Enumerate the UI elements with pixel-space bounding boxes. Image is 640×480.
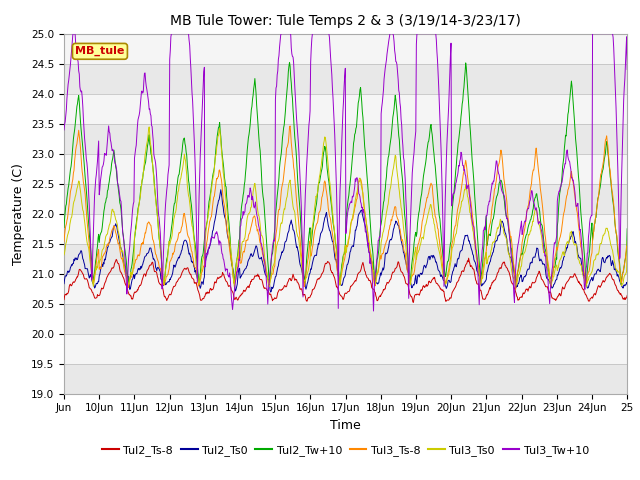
Line: Tul3_Ts0: Tul3_Ts0 xyxy=(64,127,627,287)
Tul2_Ts0 xyxy=(87,274,95,279)
Bar xyxy=(64,214,627,243)
Tul3_Ts-8 xyxy=(164,268,172,274)
Tul3_Tw+10 xyxy=(393,62,401,68)
Tul3_Ts-8 xyxy=(87,262,95,267)
Title: MB Tule Tower: Tule Temps 2 & 3 (3/19/14-3/23/17): MB Tule Tower: Tule Temps 2 & 3 (3/19/14… xyxy=(170,14,521,28)
Tul2_Ts0 xyxy=(164,279,172,285)
Tul3_Ts0 xyxy=(392,163,400,168)
Tul3_Ts0 xyxy=(605,233,613,239)
Tul2_Ts0 xyxy=(623,280,631,286)
Tul3_Ts-8 xyxy=(60,239,68,245)
Tul2_Ts-8 xyxy=(392,265,399,271)
Tul2_Tw+10 xyxy=(582,282,590,288)
Bar xyxy=(64,183,627,214)
Bar xyxy=(64,303,627,334)
Bar xyxy=(64,123,627,154)
Bar xyxy=(64,154,627,183)
Tul3_Ts0 xyxy=(582,284,590,290)
Tul3_Tw+10 xyxy=(165,162,173,168)
Tul3_Tw+10 xyxy=(605,31,613,36)
Tul3_Ts-8 xyxy=(605,158,613,164)
Tul3_Ts0 xyxy=(165,238,173,244)
Tul3_Ts0 xyxy=(294,234,302,240)
Tul2_Ts-8 xyxy=(87,287,95,292)
Tul2_Tw+10 xyxy=(164,243,172,249)
Y-axis label: Temperature (C): Temperature (C) xyxy=(12,163,26,264)
Tul2_Ts-8 xyxy=(623,292,631,298)
Bar xyxy=(64,274,627,303)
Tul2_Ts-8 xyxy=(164,293,172,299)
Tul3_Ts-8 xyxy=(596,176,604,182)
Tul3_Ts0 xyxy=(596,241,604,247)
Tul3_Ts-8 xyxy=(623,243,631,249)
Tul2_Tw+10 xyxy=(605,162,613,168)
Tul2_Ts-8 xyxy=(294,279,301,285)
Tul2_Ts0 xyxy=(295,254,303,260)
Line: Tul3_Ts-8: Tul3_Ts-8 xyxy=(64,126,627,289)
Tul2_Ts0 xyxy=(60,281,68,287)
Line: Tul2_Ts-8: Tul2_Ts-8 xyxy=(64,258,627,302)
Bar xyxy=(64,243,627,274)
Tul2_Ts0 xyxy=(605,252,613,258)
Tul2_Ts-8 xyxy=(605,272,613,277)
Bar xyxy=(64,94,627,123)
Tul2_Tw+10 xyxy=(392,102,400,108)
Tul2_Tw+10 xyxy=(285,60,293,65)
Tul3_Tw+10 xyxy=(596,31,604,36)
Tul2_Ts-8 xyxy=(410,300,417,305)
Tul3_Ts-8 xyxy=(512,287,520,292)
Tul2_Ts0 xyxy=(217,187,225,192)
Tul3_Ts-8 xyxy=(286,123,294,129)
Tul2_Tw+10 xyxy=(294,186,302,192)
Tul2_Ts-8 xyxy=(596,285,604,290)
Tul3_Tw+10 xyxy=(294,139,302,145)
Tul3_Ts0 xyxy=(145,124,153,130)
Line: Tul3_Tw+10: Tul3_Tw+10 xyxy=(64,34,627,311)
Tul2_Ts0 xyxy=(596,269,604,275)
Tul3_Ts0 xyxy=(60,252,68,258)
Tul2_Tw+10 xyxy=(87,251,95,256)
Bar xyxy=(64,334,627,363)
Legend: Tul2_Ts-8, Tul2_Ts0, Tul2_Tw+10, Tul3_Ts-8, Tul3_Ts0, Tul3_Tw+10: Tul2_Ts-8, Tul2_Ts0, Tul2_Tw+10, Tul3_Ts… xyxy=(98,440,593,460)
Tul2_Tw+10 xyxy=(60,225,68,230)
Tul3_Ts-8 xyxy=(294,216,302,221)
X-axis label: Time: Time xyxy=(330,419,361,432)
Tul2_Ts0 xyxy=(393,220,401,226)
Text: MB_tule: MB_tule xyxy=(76,46,125,57)
Tul3_Tw+10 xyxy=(370,308,378,314)
Tul3_Tw+10 xyxy=(88,277,95,283)
Bar xyxy=(64,63,627,94)
Bar xyxy=(64,363,627,394)
Tul3_Ts0 xyxy=(623,239,631,244)
Tul3_Tw+10 xyxy=(623,67,631,72)
Tul2_Tw+10 xyxy=(623,226,631,232)
Tul3_Ts-8 xyxy=(392,212,400,218)
Bar xyxy=(64,34,627,63)
Tul2_Ts-8 xyxy=(60,297,68,302)
Tul3_Ts0 xyxy=(87,265,95,271)
Tul2_Ts0 xyxy=(267,289,275,295)
Tul2_Tw+10 xyxy=(596,184,604,190)
Tul2_Ts-8 xyxy=(465,255,472,261)
Tul3_Tw+10 xyxy=(60,127,68,133)
Line: Tul2_Tw+10: Tul2_Tw+10 xyxy=(64,62,627,285)
Tul3_Tw+10 xyxy=(70,31,77,36)
Line: Tul2_Ts0: Tul2_Ts0 xyxy=(64,190,627,292)
